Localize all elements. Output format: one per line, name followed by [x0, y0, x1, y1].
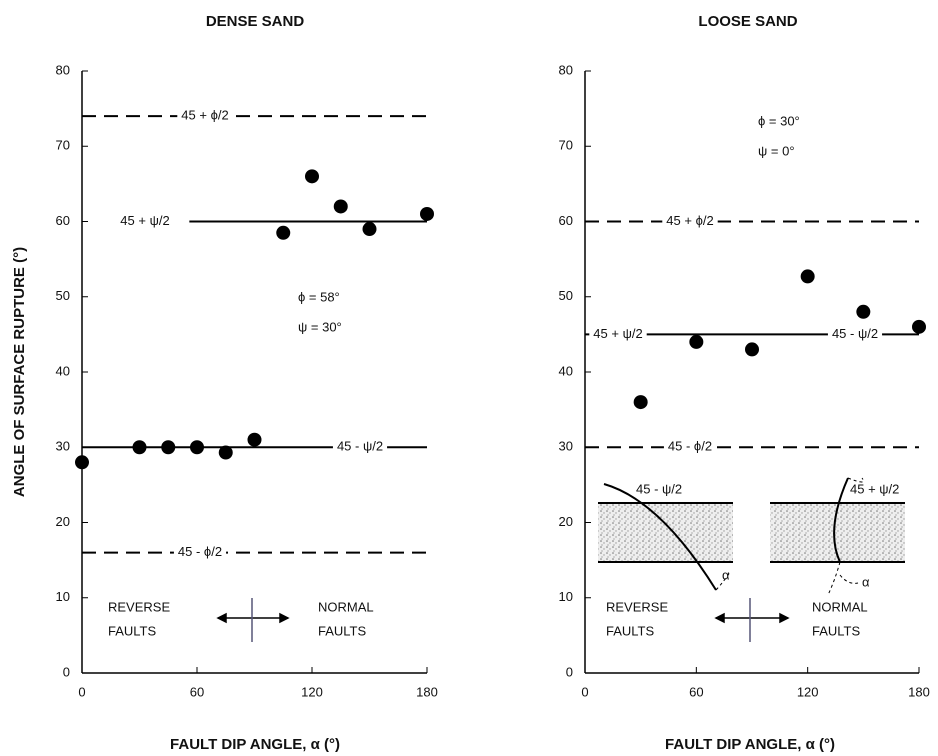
y-tick-label: 20 [559, 514, 573, 529]
data-point [856, 305, 870, 319]
diagram-label: 45 + ψ/2 [850, 481, 899, 496]
direction-arrow [218, 598, 288, 642]
y-tick-label: 40 [559, 363, 573, 378]
annotation: ψ = 30° [298, 319, 342, 334]
direction-arrow [716, 598, 788, 642]
diagram-label: α [862, 574, 870, 589]
y-tick-label: 20 [56, 514, 70, 529]
reference-line-label: 45 - ψ/2 [337, 439, 383, 454]
reference-line-label: 45 - ψ/2 [832, 326, 878, 341]
y-axis-label: ANGLE OF SURFACE RUPTURE (°) [11, 247, 28, 497]
data-point [248, 433, 262, 447]
data-point [276, 226, 290, 240]
y-tick-label: 10 [559, 589, 573, 604]
annotation: ϕ = 58° [298, 289, 340, 304]
data-point [420, 207, 434, 221]
data-point [745, 342, 759, 356]
y-tick-label: 0 [566, 664, 573, 679]
reference-line-label: 45 - ϕ/2 [668, 439, 712, 454]
diagram-label: 45 - ψ/2 [636, 481, 682, 496]
data-point [334, 199, 348, 213]
region-label: FAULTS [606, 623, 654, 638]
y-tick-label: 60 [559, 213, 573, 228]
y-tick-label: 10 [56, 589, 70, 604]
reference-line-label: 45 + ϕ/2 [666, 213, 713, 228]
y-tick-label: 60 [56, 213, 70, 228]
annotation: ψ = 0° [758, 143, 795, 158]
region-label: FAULTS [318, 623, 366, 638]
reference-line-label: 45 - ϕ/2 [178, 544, 222, 559]
data-point [363, 222, 377, 236]
data-point [634, 395, 648, 409]
y-tick-label: 40 [56, 363, 70, 378]
x-tick-label: 60 [190, 684, 204, 699]
data-point [912, 320, 926, 334]
y-tick-label: 30 [56, 439, 70, 454]
annotation: ϕ = 30° [758, 113, 800, 128]
region-label: FAULTS [812, 623, 860, 638]
figure: DENSE SAND LOOSE SAND FAULT DIP ANGLE, α… [0, 0, 938, 756]
x-tick-label: 0 [581, 684, 588, 699]
y-tick-label: 70 [559, 138, 573, 153]
reference-line-label: 45 + ϕ/2 [181, 108, 228, 123]
x-tick-label: 180 [416, 684, 438, 699]
reference-line-label: 45 + ψ/2 [593, 326, 642, 341]
data-point [801, 269, 815, 283]
x-tick-label: 180 [908, 684, 930, 699]
data-point [190, 440, 204, 454]
page: DENSE SAND LOOSE SAND FAULT DIP ANGLE, α… [0, 0, 938, 756]
y-tick-label: 0 [63, 664, 70, 679]
y-tick-label: 50 [559, 288, 573, 303]
data-point [75, 455, 89, 469]
reference-line-label: 45 + ψ/2 [120, 213, 169, 228]
y-tick-label: 30 [559, 439, 573, 454]
y-tick-label: 70 [56, 138, 70, 153]
region-label: NORMAL [812, 599, 868, 614]
data-point [219, 446, 233, 460]
chart-title: DENSE SAND [206, 13, 305, 30]
data-point [305, 169, 319, 183]
x-tick-label: 120 [301, 684, 323, 699]
diagram-label: α [722, 567, 730, 582]
chart-title: LOOSE SAND [698, 13, 797, 30]
region-label: NORMAL [318, 599, 374, 614]
data-point [133, 440, 147, 454]
y-tick-label: 50 [56, 288, 70, 303]
x-tick-label: 0 [78, 684, 85, 699]
data-point [689, 335, 703, 349]
data-point [161, 440, 175, 454]
region-label: FAULTS [108, 623, 156, 638]
y-tick-label: 80 [559, 62, 573, 77]
region-label: REVERSE [606, 599, 668, 614]
y-tick-label: 80 [56, 62, 70, 77]
x-axis-label: FAULT DIP ANGLE, α (°) [665, 736, 835, 753]
x-axis-label: FAULT DIP ANGLE, α (°) [170, 736, 340, 753]
x-tick-label: 120 [797, 684, 819, 699]
region-label: REVERSE [108, 599, 170, 614]
x-tick-label: 60 [689, 684, 703, 699]
